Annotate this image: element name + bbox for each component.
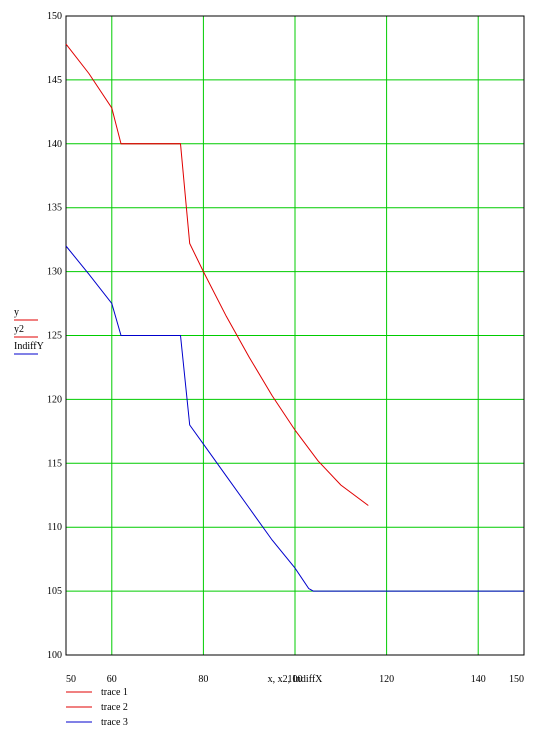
legend-label: trace 1 xyxy=(101,687,128,698)
x-tick-label: 100 xyxy=(288,674,303,685)
x-tick-label: 60 xyxy=(107,674,117,685)
y-tick-label: 110 xyxy=(47,522,62,533)
y-tick-label: 140 xyxy=(47,139,62,150)
x-tick-label: 150 xyxy=(509,674,524,685)
x-tick-label: 50 xyxy=(66,674,76,685)
series-line-1 xyxy=(65,43,369,506)
x-axis-label: x, x2, IndiffX xyxy=(268,674,324,685)
x-tick-label: 120 xyxy=(379,674,394,685)
legend-label: trace 3 xyxy=(101,717,128,728)
grid xyxy=(66,16,524,655)
plot-frame xyxy=(65,15,525,656)
x-tick-labels: 50 60 80 100 120 140 150 xyxy=(66,674,524,685)
series-line-3 xyxy=(65,245,524,592)
legend: trace 1 trace 2 trace 3 xyxy=(66,687,128,728)
y-label-entry: IndiffY xyxy=(14,341,44,352)
y-tick-label: 145 xyxy=(47,75,62,86)
y-tick-label: 115 xyxy=(47,458,62,469)
x-tick-label: 80 xyxy=(198,674,208,685)
y-label-entry: y xyxy=(14,307,19,318)
y-tick-label: 120 xyxy=(47,394,62,405)
series-group xyxy=(65,43,524,592)
y-tick-labels: 100 105 110 115 120 125 130 135 140 145 150 xyxy=(47,11,62,661)
y-tick-label: 125 xyxy=(47,331,62,342)
y-tick-label: 100 xyxy=(47,650,62,661)
y-tick-label: 135 xyxy=(47,203,62,214)
legend-label: trace 2 xyxy=(101,702,128,713)
y-tick-label: 150 xyxy=(47,11,62,22)
y-axis-label-legend: y y2 IndiffY xyxy=(14,307,44,355)
x-tick-label: 140 xyxy=(471,674,486,685)
y-label-entry: y2 xyxy=(14,324,24,335)
y-tick-label: 130 xyxy=(47,267,62,278)
y-tick-label: 105 xyxy=(47,586,62,597)
